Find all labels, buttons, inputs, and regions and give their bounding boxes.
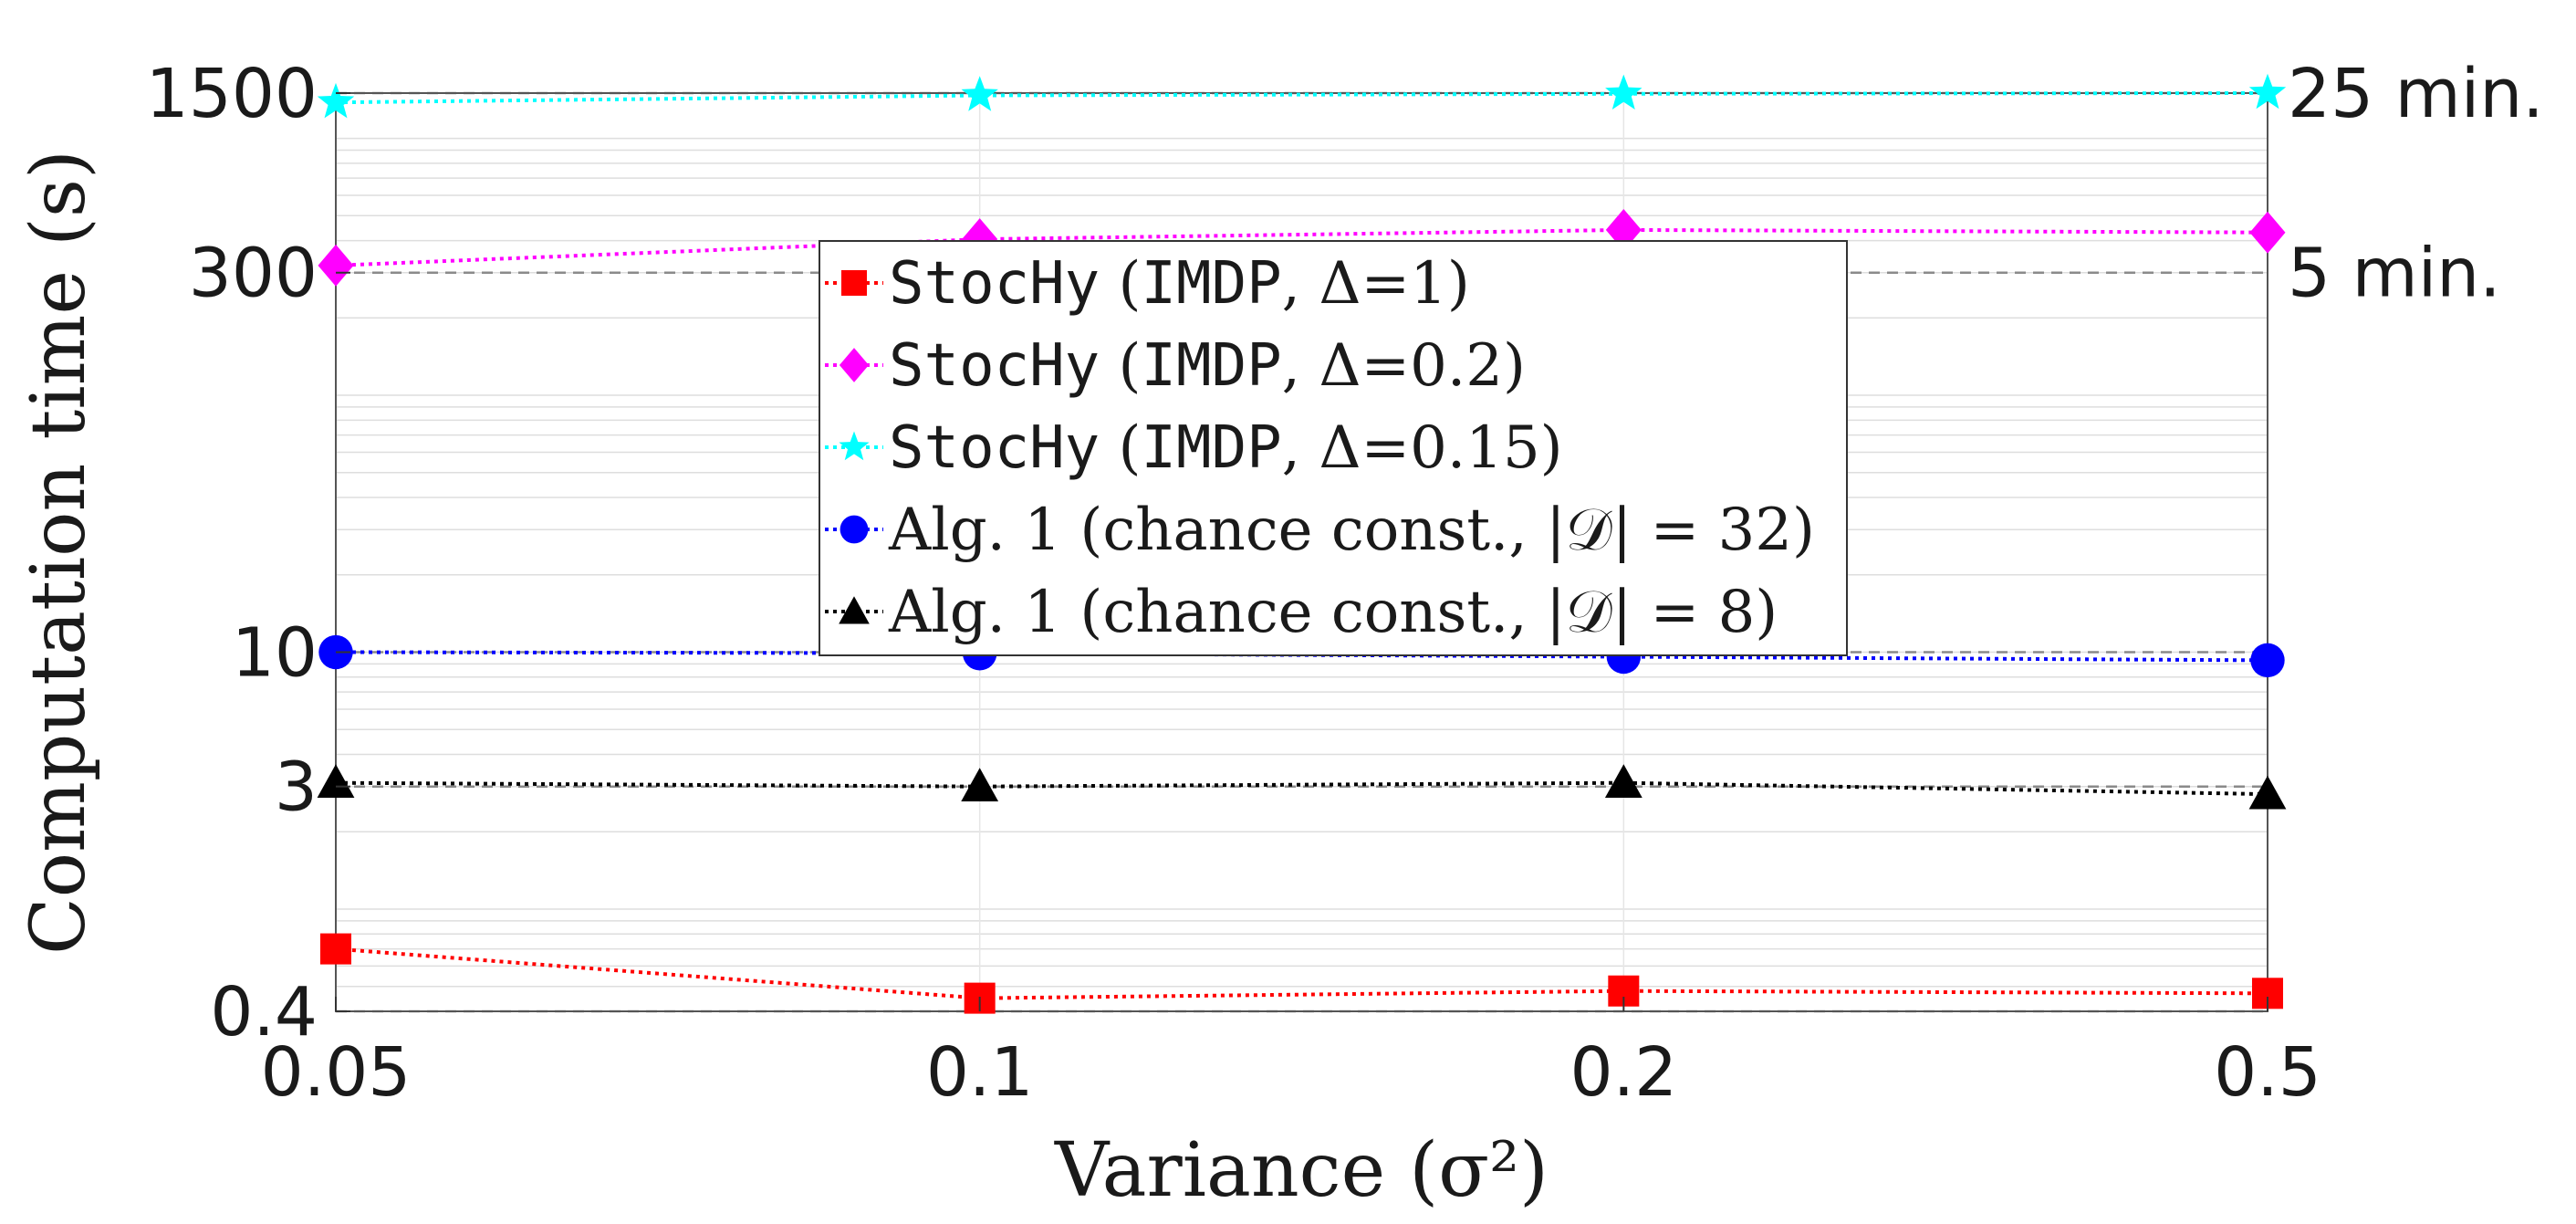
legend-marker <box>841 270 867 296</box>
secondary-y-tick-label: 5 min. <box>2288 235 2501 313</box>
data-point <box>317 764 355 799</box>
x-axis-label: Variance (σ²) <box>1054 1127 1549 1214</box>
x-tick-label: 0.2 <box>1570 1033 1677 1112</box>
x-tick-label: 0.1 <box>926 1033 1034 1112</box>
series-line <box>335 227 2268 267</box>
y-axis-ticks: 0.4 3 10 300 1500 <box>146 55 350 1051</box>
secondary-y-tick-label: 25 min. <box>2288 55 2544 133</box>
series-line <box>335 650 2268 663</box>
legend-label-prefix: StocHy <box>889 250 1100 318</box>
data-point <box>2248 73 2287 110</box>
x-axis-ticks: 0.05 0.1 0.2 0.5 <box>261 997 2321 1112</box>
legend-label: Alg. 1 (chance const., |𝒟| = 8) <box>888 579 1778 646</box>
y-tick-label: 1500 <box>146 55 318 133</box>
series <box>317 73 2287 1014</box>
legend-entry: StocHy (IMDP, Δ=0.2) <box>825 332 1526 400</box>
legend-entry: Alg. 1 (chance const., |𝒟| = 8) <box>825 579 1778 646</box>
legend-label-prefix: StocHy <box>889 332 1100 400</box>
series-4 <box>317 764 2287 810</box>
y-axis-label: Computation time (s) <box>16 150 102 955</box>
legend-marker <box>839 431 870 461</box>
legend-entry: StocHy (IMDP, Δ=1) <box>825 250 1470 318</box>
y-tick-label: 10 <box>232 614 318 693</box>
legend-marker <box>839 348 870 382</box>
data-point <box>318 244 354 287</box>
secondary-y-axis-ticks: 5 min. 25 min. <box>2288 55 2544 313</box>
data-point <box>2248 775 2287 810</box>
legend-label: StocHy (IMDP, Δ=0.2) <box>889 332 1526 400</box>
legend-marker <box>840 515 869 544</box>
x-tick-label: 0.05 <box>261 1033 412 1112</box>
series-line <box>335 947 2268 1000</box>
y-tick-label: 300 <box>189 235 318 313</box>
data-point <box>2250 643 2285 678</box>
legend-entry: StocHy (IMDP, Δ=0.15) <box>825 414 1563 482</box>
legend-label: Alg. 1 (chance const., |𝒟| = 32) <box>888 497 1815 564</box>
series-line <box>335 91 2268 105</box>
legend-label-prefix: StocHy <box>889 414 1100 482</box>
series-0 <box>320 933 2283 1014</box>
legend-label: StocHy (IMDP, Δ=0.15) <box>889 414 1563 482</box>
x-tick-label: 0.5 <box>2214 1033 2321 1112</box>
data-point <box>961 76 998 111</box>
series-line <box>335 780 2268 797</box>
legend-entry: Alg. 1 (chance const., |𝒟| = 32) <box>825 497 1815 564</box>
data-point <box>2249 211 2286 254</box>
legend-box <box>819 240 1848 656</box>
y-tick-label: 3 <box>275 748 318 827</box>
legend: StocHy (IMDP, Δ=1)StocHy (IMDP, Δ=0.2)St… <box>819 240 1848 656</box>
legend-marker <box>839 596 870 624</box>
data-point <box>1604 764 1643 799</box>
data-point <box>320 933 351 965</box>
data-point <box>1605 74 1643 110</box>
data-point <box>961 768 999 802</box>
y-tick-label: 0.4 <box>210 973 318 1051</box>
series-2 <box>317 73 2287 119</box>
legend-label: StocHy (IMDP, Δ=1) <box>889 250 1470 318</box>
plot-area <box>335 92 2268 1012</box>
data-point <box>317 82 355 119</box>
